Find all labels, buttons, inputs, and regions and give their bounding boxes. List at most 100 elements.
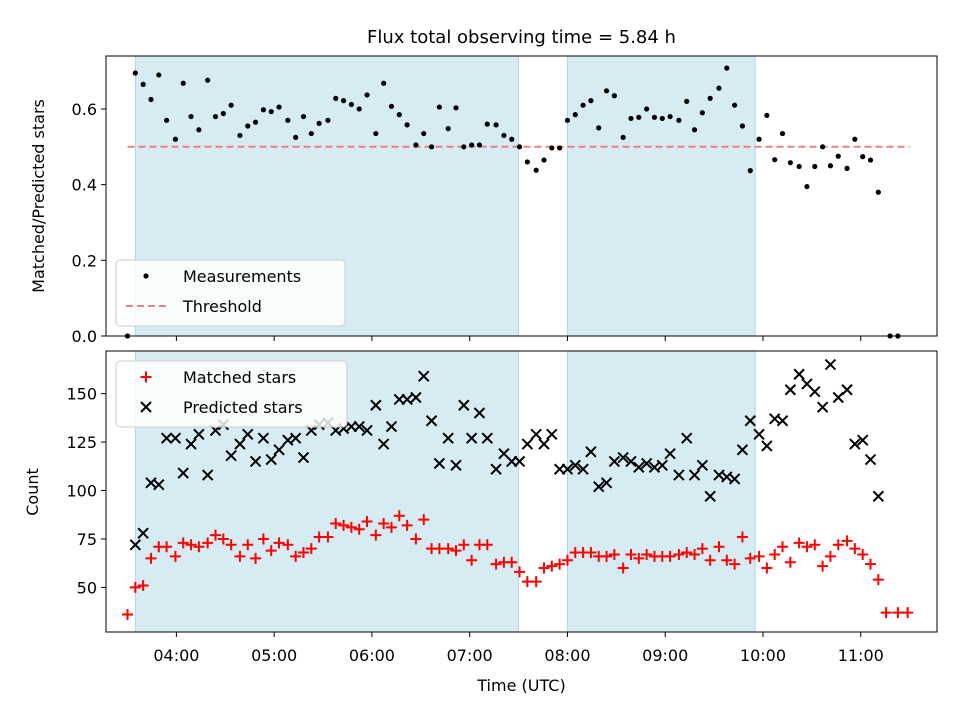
matched-star-point bbox=[490, 558, 502, 570]
matched-star-point bbox=[681, 547, 693, 559]
matched-star-point bbox=[330, 517, 342, 529]
measurement-point bbox=[404, 122, 410, 128]
matched-star-point bbox=[538, 562, 550, 574]
measurement-point bbox=[603, 88, 610, 94]
measurement-point bbox=[501, 132, 507, 139]
measurement-point bbox=[469, 142, 475, 148]
measurement-point bbox=[220, 110, 226, 117]
matched-star-point bbox=[744, 552, 756, 564]
predicted-star-point bbox=[784, 384, 797, 396]
measurement-point bbox=[820, 144, 826, 150]
bottom-x-tick-label: 06:00 bbox=[349, 646, 395, 665]
legend-label: Measurements bbox=[183, 267, 301, 286]
measurement-point bbox=[541, 157, 547, 163]
predicted-star-point bbox=[249, 455, 262, 468]
measurement-point bbox=[348, 101, 354, 108]
bottom-x-tick-label: 08:00 bbox=[544, 646, 590, 665]
measurement-point bbox=[867, 157, 874, 163]
top-axis-ticks: 0.0 0.2 0.4 0.6 bbox=[72, 100, 862, 346]
measurement-point bbox=[691, 127, 698, 133]
measurement-point bbox=[164, 117, 170, 123]
matched-star-point bbox=[601, 550, 613, 562]
matched-star-point bbox=[625, 548, 637, 560]
measurement-point bbox=[509, 136, 515, 142]
measurement-point bbox=[707, 95, 713, 101]
matched-star-point bbox=[418, 514, 430, 526]
predicted-star-point bbox=[265, 453, 277, 466]
legend-predicted-marker bbox=[140, 401, 152, 413]
chart-title: Flux total observing time = 5.84 h bbox=[367, 27, 676, 48]
measurement-point bbox=[852, 136, 858, 142]
measurement-point bbox=[212, 113, 219, 120]
measurement-point bbox=[445, 126, 451, 132]
measurement-point bbox=[436, 104, 442, 110]
matched-star-point bbox=[353, 523, 365, 535]
measurement-point bbox=[636, 114, 642, 120]
matched-star-point bbox=[177, 537, 189, 549]
matched-star-point bbox=[506, 556, 518, 568]
predicted-star-point bbox=[442, 432, 454, 444]
matched-star-point bbox=[514, 566, 526, 578]
predicted-star-point bbox=[546, 428, 558, 441]
predicted-star-point bbox=[450, 459, 462, 472]
matched-star-point bbox=[641, 548, 653, 560]
predicted-star-point bbox=[761, 440, 773, 452]
top-y-tick-label: 0.6 bbox=[72, 100, 97, 119]
matched-star-point bbox=[393, 510, 405, 522]
bottom-x-tick-label: 04:00 bbox=[153, 646, 199, 665]
matched-star-point bbox=[673, 548, 685, 560]
matched-star-point bbox=[696, 543, 708, 555]
legend-measurement-marker bbox=[143, 273, 149, 279]
bottom-plot-frame bbox=[105, 350, 938, 633]
predicted-star-point bbox=[744, 415, 756, 427]
measurement-point bbox=[796, 163, 802, 170]
matched-star-point bbox=[410, 533, 422, 545]
predicted-star-point bbox=[736, 444, 749, 456]
legend-label: Predicted stars bbox=[183, 398, 303, 417]
measurement-point bbox=[268, 109, 274, 115]
predicted-star-point bbox=[297, 451, 310, 464]
measurement-point bbox=[140, 81, 146, 87]
predicted-star-point bbox=[473, 407, 486, 419]
measurement-point bbox=[827, 163, 834, 169]
legend-box bbox=[115, 360, 348, 428]
bottom-y-axis-label: Count bbox=[23, 468, 42, 516]
bottom-y-tick-label: 50 bbox=[77, 578, 97, 597]
matched-star-point bbox=[857, 548, 869, 560]
predicted-star-point bbox=[824, 358, 837, 371]
matched-star-point bbox=[817, 560, 829, 572]
measurement-point bbox=[772, 157, 778, 163]
bottom-legend: Matched stars Predicted stars bbox=[115, 360, 348, 428]
measurement-point bbox=[205, 77, 211, 83]
matched-star-point bbox=[608, 548, 620, 560]
measurement-point bbox=[699, 110, 705, 116]
measurement-point bbox=[260, 107, 267, 113]
bottom-x-tick-label: 11:00 bbox=[838, 646, 884, 665]
measurement-point bbox=[293, 134, 299, 140]
predicted-star-point bbox=[129, 539, 142, 551]
matched-star-point bbox=[385, 521, 397, 533]
predicted-star-point bbox=[361, 424, 373, 437]
measurement-point bbox=[396, 112, 402, 118]
matched-star-point bbox=[345, 521, 357, 533]
measurement-point bbox=[756, 136, 762, 142]
matched-star-point bbox=[880, 607, 892, 619]
measurement-point bbox=[779, 130, 786, 137]
matched-star-point bbox=[530, 576, 542, 588]
measurement-point bbox=[860, 154, 866, 160]
measurement-point bbox=[413, 142, 419, 148]
measurement-point bbox=[381, 80, 387, 86]
measurement-point bbox=[787, 160, 793, 166]
measurement-point bbox=[340, 98, 347, 104]
matched-star-point bbox=[633, 552, 645, 564]
measurement-point bbox=[524, 159, 530, 165]
measurement-point bbox=[285, 117, 291, 123]
bottom-x-tick-label: 05:00 bbox=[251, 646, 297, 665]
predicted-star-point bbox=[521, 438, 534, 450]
matched-star-point bbox=[753, 550, 765, 562]
predicted-star-point bbox=[242, 428, 254, 441]
measurement-point bbox=[676, 117, 682, 123]
measurement-point bbox=[476, 142, 483, 148]
predicted-star-point bbox=[458, 399, 470, 411]
measurement-point bbox=[156, 72, 162, 78]
